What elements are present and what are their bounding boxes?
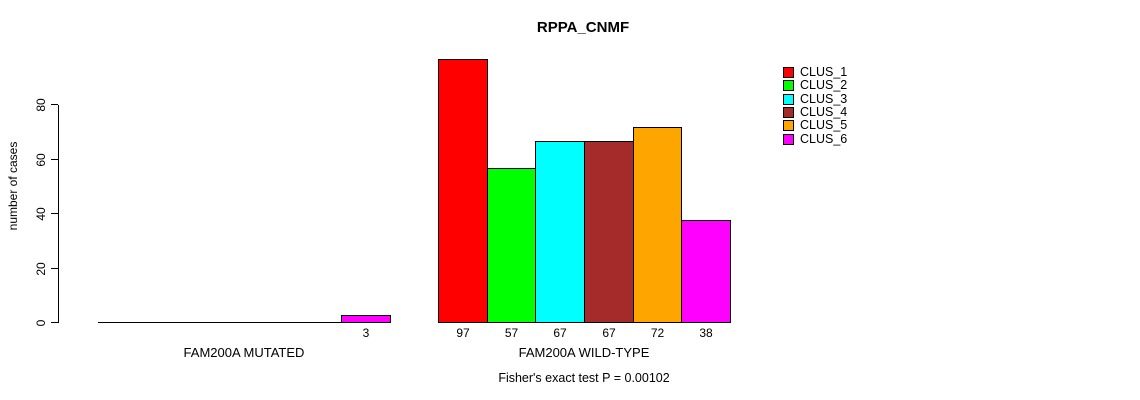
bar-value-label: 97 [456, 326, 470, 340]
y-axis-label: number of cases [6, 141, 20, 231]
zero-bar-line [98, 322, 148, 323]
y-tick [51, 104, 58, 105]
y-axis-line [58, 105, 59, 323]
legend-swatch [783, 67, 794, 78]
legend-label: CLUS_2 [800, 78, 848, 92]
legend-swatch [783, 107, 794, 118]
zero-bar-line [147, 322, 196, 323]
group-label: FAM200A MUTATED [183, 345, 305, 360]
y-tick-label: 60 [34, 153, 48, 167]
bar [487, 168, 536, 323]
zero-bar-line [195, 322, 245, 323]
y-tick-label: 80 [34, 98, 48, 112]
legend-label: CLUS_1 [800, 65, 848, 79]
chart-title: RPPA_CNMF [536, 19, 630, 36]
legend-label: CLUS_5 [800, 118, 848, 132]
bar-value-label: 67 [602, 326, 616, 340]
bar-value-label: 38 [699, 326, 713, 340]
bar [633, 127, 682, 323]
y-tick [51, 159, 58, 160]
legend-label: CLUS_6 [800, 132, 848, 146]
legend-swatch [783, 120, 794, 131]
y-tick [51, 213, 58, 214]
zero-bar-line [293, 322, 342, 323]
bar [681, 220, 731, 323]
zero-bar-line [244, 322, 294, 323]
legend-swatch [783, 94, 794, 105]
bar [584, 141, 634, 323]
y-tick-label: 40 [34, 207, 48, 221]
bar [535, 141, 585, 323]
group-label: FAM200A WILD-TYPE [518, 345, 650, 360]
y-tick-label: 0 [34, 319, 48, 327]
y-tick [51, 268, 58, 269]
bar-value-label: 57 [504, 326, 519, 340]
bar-value-label: 72 [650, 326, 665, 340]
legend-swatch [783, 80, 794, 91]
y-tick-label: 20 [34, 262, 48, 276]
footer-annotation: Fisher's exact test P = 0.00102 [498, 371, 670, 385]
bar-value-label: 3 [362, 326, 370, 340]
legend-label: CLUS_3 [800, 92, 848, 106]
bar [341, 315, 391, 323]
y-tick [51, 322, 58, 323]
bar [438, 59, 488, 323]
legend-label: CLUS_4 [800, 105, 848, 119]
legend-swatch [783, 134, 794, 145]
bar-value-label: 67 [553, 326, 567, 340]
